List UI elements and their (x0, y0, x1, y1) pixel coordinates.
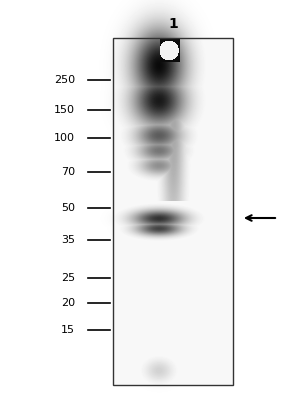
Text: 20: 20 (61, 298, 75, 308)
Text: 1: 1 (168, 17, 178, 31)
Text: 15: 15 (61, 325, 75, 335)
Text: 25: 25 (61, 273, 75, 283)
Text: 100: 100 (54, 133, 75, 143)
Text: 150: 150 (54, 105, 75, 115)
Text: 250: 250 (54, 75, 75, 85)
Bar (113, 38, 233, 385)
Text: 70: 70 (61, 167, 75, 177)
Text: 50: 50 (61, 203, 75, 213)
Text: 35: 35 (61, 235, 75, 245)
